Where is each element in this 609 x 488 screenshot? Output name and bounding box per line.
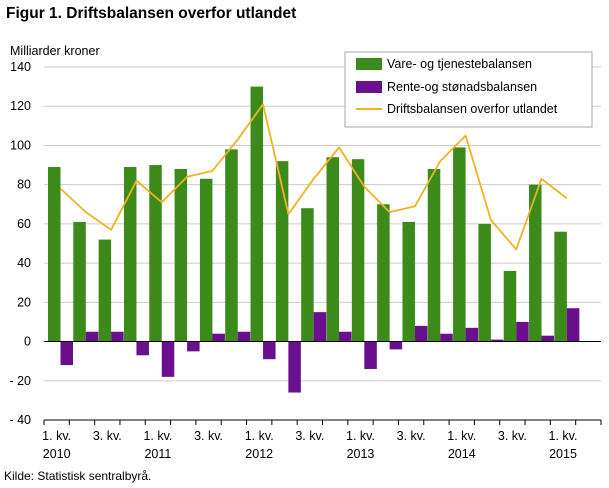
y-tick-label: 20 xyxy=(17,295,31,309)
bar-income-transfers xyxy=(85,331,99,342)
y-tick-label: 40 xyxy=(17,256,31,270)
bar-income-transfers xyxy=(111,331,124,342)
bar-income-transfers xyxy=(516,321,529,342)
y-tick-label: - 40 xyxy=(9,413,31,427)
y-axis-unit-label: Milliarder kroner xyxy=(10,44,100,58)
line-series xyxy=(59,103,568,251)
bar-income-transfers xyxy=(161,341,175,377)
y-tick-label: 120 xyxy=(10,99,31,113)
x-tick-label-quarter: 3. kv. xyxy=(194,429,223,443)
bar-goods-services xyxy=(351,159,365,342)
bar-income-transfers xyxy=(187,341,200,352)
x-axis: 1. kv. 2010 3. kv. 1. kv. 2011 3. kv. 1. kv. 20… xyxy=(42,419,602,461)
figure-title: Figur 1. Driftsbalansen overfor utlandet xyxy=(6,5,297,22)
bars xyxy=(44,86,601,393)
legend: Vare- og tjenestebalansen Rente-og stønad… xyxy=(344,51,593,128)
bar-goods-services xyxy=(123,167,137,342)
x-tick-label-quarter: 3. kv. xyxy=(93,429,122,443)
legend-label: Rente-og stønadsbalansen xyxy=(387,80,537,94)
bar-goods-services xyxy=(377,204,390,342)
bar-income-transfers xyxy=(263,341,276,360)
legend-box xyxy=(344,51,593,128)
bar-goods-services xyxy=(275,161,289,342)
y-tick-label: 0 xyxy=(24,335,31,349)
bar-goods-services xyxy=(174,168,188,342)
x-tick-label-year: 2013 xyxy=(347,447,375,461)
bar-goods-services xyxy=(48,167,61,342)
bar-goods-services xyxy=(427,168,441,342)
x-tick-label-quarter: 1. kv. xyxy=(346,429,375,443)
y-tick-label: 60 xyxy=(17,217,31,231)
bar-goods-services xyxy=(402,221,415,342)
legend-label: Driftsbalansen overfor utlandet xyxy=(387,102,558,116)
bar-income-transfers xyxy=(389,341,403,350)
x-tick-label-quarter: 1. kv. xyxy=(549,429,578,443)
x-tick-label-year: 2011 xyxy=(144,447,171,461)
bar-goods-services xyxy=(149,165,162,342)
x-tick-label-quarter: 1. kv. xyxy=(143,429,172,443)
bar-income-transfers xyxy=(541,335,555,342)
x-tick-label-quarter: 3. kv. xyxy=(397,429,426,443)
x-tick-label-year: 2014 xyxy=(448,447,476,461)
y-tick-label: 80 xyxy=(17,178,31,192)
bar-income-transfers xyxy=(364,341,377,370)
bar-goods-services xyxy=(250,86,264,342)
bar-income-transfers xyxy=(237,331,251,342)
bar-income-transfers xyxy=(212,333,225,342)
y-tick-label: 100 xyxy=(10,138,31,152)
line-current-account xyxy=(59,103,568,251)
bar-goods-services xyxy=(529,184,542,342)
bar-goods-services xyxy=(301,208,314,342)
bar-goods-services xyxy=(98,239,112,342)
x-tick-label-quarter: 1. kv. xyxy=(447,429,476,443)
bar-goods-services xyxy=(199,178,213,342)
x-tick-label-year: 2012 xyxy=(245,447,273,461)
y-tick-label: - 20 xyxy=(9,374,31,388)
bar-income-transfers xyxy=(465,327,479,342)
bar-goods-services xyxy=(503,270,517,342)
x-tick-label-year: 2015 xyxy=(549,447,577,461)
bar-income-transfers xyxy=(60,341,73,366)
bar-goods-services xyxy=(73,221,86,342)
x-tick-label-quarter: 1. kv. xyxy=(245,429,274,443)
bar-goods-services xyxy=(453,147,466,342)
x-tick-label-quarter: 3. kv. xyxy=(295,429,324,443)
legend-swatch xyxy=(356,81,382,93)
bar-income-transfers xyxy=(490,339,504,342)
y-tick-label: 140 xyxy=(10,60,31,74)
bar-income-transfers xyxy=(566,308,580,342)
bar-income-transfers xyxy=(339,331,352,342)
bar-income-transfers xyxy=(313,312,327,342)
bar-income-transfers xyxy=(288,341,301,393)
bar-goods-services xyxy=(225,149,238,342)
source-note: Kilde: Statistisk sentralbyrå. xyxy=(4,469,152,483)
legend-label: Vare- og tjenestebalansen xyxy=(387,57,532,71)
bar-income-transfers xyxy=(136,341,149,356)
legend-swatch xyxy=(356,58,382,70)
x-tick-label-quarter: 3. kv. xyxy=(498,429,527,443)
bar-income-transfers xyxy=(440,333,453,342)
bar-goods-services xyxy=(554,231,567,342)
bar-goods-services xyxy=(326,157,339,342)
bar-income-transfers xyxy=(414,325,428,342)
y-axis-ticks: - 40 - 20 0 20 40 60 80 100 120 140 xyxy=(9,60,31,427)
x-tick-label-quarter: 1. kv. xyxy=(42,429,71,443)
x-tick-label-year: 2010 xyxy=(43,447,71,461)
bar-goods-services xyxy=(478,223,491,342)
